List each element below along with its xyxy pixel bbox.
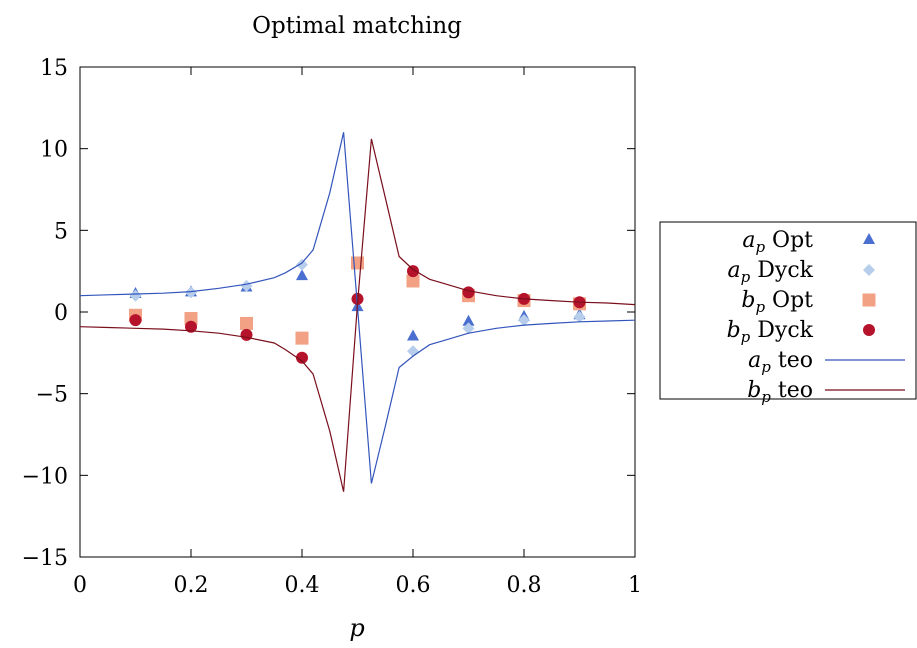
x-tick-label: 1 bbox=[628, 573, 642, 598]
legend-label: ap Opt bbox=[742, 228, 813, 256]
data-point bbox=[185, 286, 197, 299]
data-point bbox=[240, 316, 253, 330]
data-point bbox=[407, 329, 419, 341]
data-point bbox=[518, 314, 530, 327]
data-point bbox=[129, 289, 142, 302]
data-point bbox=[351, 256, 364, 270]
data-point bbox=[462, 286, 475, 299]
y-axis: −15 −10 −5 0 5 10 15 bbox=[22, 56, 635, 571]
legend-swatch bbox=[863, 264, 875, 276]
y-tick-label: 10 bbox=[40, 138, 68, 163]
x-tick-label: 0 bbox=[73, 573, 87, 598]
legend-swatch bbox=[863, 233, 875, 244]
y-tick-label: 0 bbox=[54, 301, 68, 326]
chart-title: Optimal matching bbox=[252, 13, 462, 39]
legend-label: bp teo bbox=[747, 378, 813, 406]
data-point bbox=[295, 331, 309, 345]
legend-box bbox=[659, 221, 917, 400]
y-tick-label: 5 bbox=[54, 219, 68, 244]
legend-swatch bbox=[862, 293, 876, 307]
y-tick-label: −5 bbox=[36, 383, 68, 408]
y-tick-label: −15 bbox=[22, 546, 68, 571]
data-point bbox=[296, 269, 308, 281]
x-tick-label: 0.8 bbox=[507, 573, 542, 598]
legend-swatch bbox=[863, 324, 875, 336]
series-3 bbox=[129, 265, 586, 364]
data-point bbox=[296, 258, 308, 271]
series-5 bbox=[79, 138, 636, 492]
x-axis: 0 0.2 0.4 0.6 0.8 1 bbox=[73, 67, 642, 598]
legend-label: ap teo bbox=[748, 348, 813, 376]
series-1 bbox=[129, 258, 586, 358]
y-tick-label: −10 bbox=[22, 464, 68, 489]
data-point bbox=[573, 310, 586, 323]
plot-series bbox=[79, 132, 636, 492]
x-tick-label: 0.4 bbox=[285, 573, 320, 598]
data-point bbox=[185, 320, 197, 333]
data-point bbox=[240, 279, 253, 292]
data-point bbox=[462, 322, 475, 335]
x-tick-label: 0.6 bbox=[396, 573, 431, 598]
x-axis-label: p bbox=[349, 614, 364, 642]
legend-label: ap Dyck bbox=[728, 258, 814, 286]
y-tick-label: 15 bbox=[40, 56, 68, 81]
data-point bbox=[406, 274, 420, 288]
data-point bbox=[240, 328, 253, 341]
data-point bbox=[129, 314, 142, 327]
legend-label: bp Opt bbox=[741, 288, 813, 316]
data-point bbox=[462, 314, 475, 326]
data-point bbox=[407, 265, 419, 278]
legend-label: bp Dyck bbox=[727, 318, 814, 346]
data-point bbox=[296, 351, 308, 364]
series-line bbox=[79, 138, 636, 492]
x-tick-label: 0.2 bbox=[174, 573, 209, 598]
